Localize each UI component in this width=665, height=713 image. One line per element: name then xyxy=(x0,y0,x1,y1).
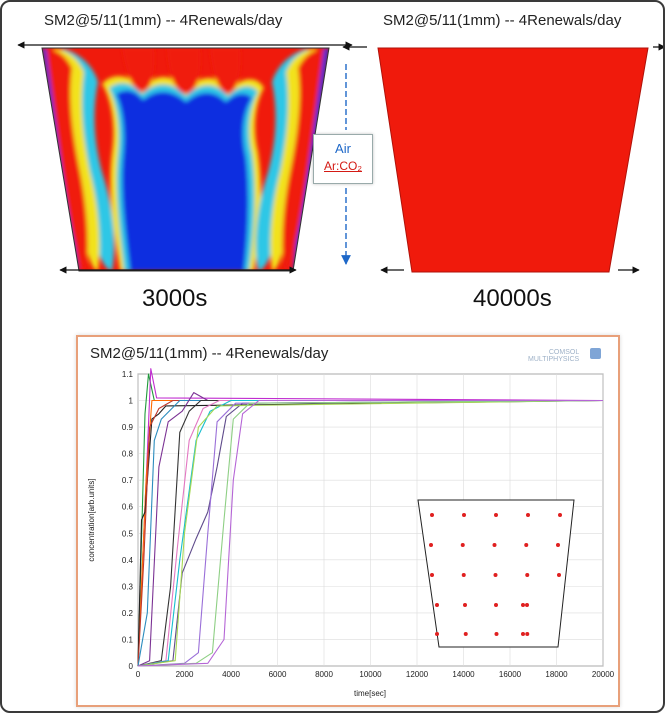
inset-point-3-2 xyxy=(494,603,498,607)
series-line-14 xyxy=(137,399,603,667)
inset-point-1-3 xyxy=(524,543,529,547)
comsol-logo: COMSOL MULTIPHYSICS xyxy=(528,349,579,363)
y-tick-labels: 0 0.1 0.2 0.3 0.4 0.5 0.6 0.7 0.8 0.9 1 1.1 xyxy=(122,370,134,671)
series-line-10 xyxy=(137,399,604,667)
inset-point-extra-1-0 xyxy=(435,632,439,636)
y-tick-label-8: 0.8 xyxy=(122,450,134,459)
inset-points xyxy=(429,513,562,636)
inset-point-1-2 xyxy=(492,543,497,547)
x-tick-label-8: 16000 xyxy=(499,670,522,679)
x-tick-label-3: 6000 xyxy=(269,670,287,679)
inset-point-2-3 xyxy=(525,573,530,577)
gas-legend-box: Air Ar:CO₂ xyxy=(313,134,373,184)
x-tick-labels: 0 2000 4000 6000 8000 10000 12000 14000 16000 180… xyxy=(136,670,615,679)
chart-title: SM2@5/11(1mm) -- 4Renewals/day xyxy=(90,345,329,362)
x-tick-label-7: 14000 xyxy=(452,670,475,679)
inset-point-extra-0-4 xyxy=(521,603,525,607)
y-tick-label-0: 0 xyxy=(129,662,134,671)
inset-point-1-0 xyxy=(429,543,433,547)
inset-point-0-1 xyxy=(462,513,466,517)
x-tick-label-4: 8000 xyxy=(315,670,333,679)
right-simulation-field xyxy=(377,47,649,273)
inset-point-4-2 xyxy=(494,632,499,636)
inset-point-extra-1-4 xyxy=(521,632,525,636)
inset-point-2-2 xyxy=(493,573,498,577)
inset-point-1-4 xyxy=(556,543,560,547)
right-time-label: 40000s xyxy=(473,285,552,312)
left-time-label: 3000s xyxy=(142,285,208,312)
y-tick-label-10: 1 xyxy=(129,397,134,406)
y-axis-label: concentration[arb.units] xyxy=(87,478,96,561)
series-line-9 xyxy=(137,399,603,667)
legend-mixture-label: Ar:CO₂ xyxy=(324,159,362,173)
comsol-cube-icon xyxy=(590,348,601,359)
logo-line1: COMSOL xyxy=(548,349,580,356)
y-tick-label-3: 0.3 xyxy=(122,582,134,591)
left-panel-title: SM2@5/11(1mm) -- 4Renewals/day xyxy=(44,12,283,29)
y-tick-label-4: 0.4 xyxy=(122,556,134,565)
x-tick-label-9: 18000 xyxy=(545,670,568,679)
x-tick-label-1: 2000 xyxy=(176,670,194,679)
y-tick-label-1: 0.1 xyxy=(122,635,134,644)
x-tick-label-0: 0 xyxy=(136,670,141,679)
y-tick-label-2: 0.2 xyxy=(122,609,134,618)
y-tick-label-7: 0.7 xyxy=(122,476,134,485)
x-tick-label-10: 20000 xyxy=(592,670,615,679)
inset-sensor-map xyxy=(417,499,575,648)
x-tick-label-2: 4000 xyxy=(222,670,240,679)
inset-point-4-1 xyxy=(463,632,468,636)
inset-point-3-3 xyxy=(525,603,529,607)
y-tick-label-5: 0.5 xyxy=(122,529,134,538)
x-axis-label: time[sec] xyxy=(354,689,386,698)
series-line-3 xyxy=(137,399,604,667)
x-tick-label-6: 12000 xyxy=(406,670,429,679)
inset-point-2-4 xyxy=(557,573,561,577)
inset-point-extra-0-0 xyxy=(435,603,439,607)
right-panel-title: SM2@5/11(1mm) -- 4Renewals/day xyxy=(383,12,622,29)
y-tick-label-9: 0.9 xyxy=(122,423,134,432)
series-lines xyxy=(137,368,604,667)
inset-point-0-4 xyxy=(558,513,562,517)
inset-point-2-1 xyxy=(461,573,466,577)
y-tick-label-6: 0.6 xyxy=(122,503,134,512)
series-line-11 xyxy=(137,399,604,667)
legend-air-label: Air xyxy=(335,141,351,156)
x-tick-label-5: 10000 xyxy=(359,670,382,679)
series-line-6 xyxy=(137,392,603,667)
inset-point-0-2 xyxy=(494,513,498,517)
inset-point-0-3 xyxy=(526,513,530,517)
inset-point-1-1 xyxy=(460,543,465,547)
inset-point-2-0 xyxy=(430,573,434,577)
y-tick-label-11: 1.1 xyxy=(122,370,134,379)
logo-line2: MULTIPHYSICS xyxy=(528,356,580,363)
inset-point-0-0 xyxy=(430,513,434,517)
inset-point-4-3 xyxy=(525,632,530,636)
inset-point-3-1 xyxy=(463,603,467,607)
series-line-7 xyxy=(137,399,603,667)
simulation-panels xyxy=(17,41,663,274)
